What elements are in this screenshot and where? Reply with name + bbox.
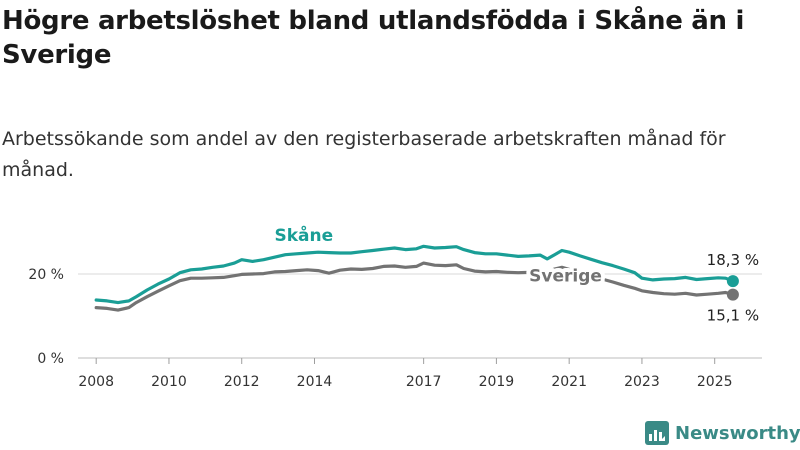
series-name-label: Skåne	[274, 224, 333, 246]
series-end-label: 15,1 %	[707, 307, 759, 325]
series-end-marker	[726, 288, 739, 301]
x-tick-label: 2012	[224, 374, 260, 390]
chart-subtitle: Arbetssökande som andel av den registerb…	[2, 128, 726, 181]
label-anchor	[270, 225, 271, 226]
series-name-label: Sverige	[529, 266, 602, 286]
series-label-halo: Sverige	[529, 266, 602, 286]
x-tick-label: 2025	[697, 374, 733, 390]
x-tick-label: 2017	[406, 374, 442, 390]
x-tick-label: 2010	[151, 374, 187, 390]
brand-logo: Newsworthy	[645, 420, 800, 446]
newsworthy-logo-icon	[645, 421, 669, 445]
chart-title: Högre arbetslöshet bland utlandsfödda i …	[2, 6, 745, 70]
y-tick-label: 0 %	[37, 351, 64, 367]
grid-layer	[78, 273, 762, 359]
x-axis: 0 % 20 % 2008 2010 2012 2014 2017 2019 2021 2023 2…	[28, 267, 732, 390]
brand-name: Newsworthy	[675, 422, 800, 444]
label-anchor	[525, 265, 526, 266]
series-layer	[94, 244, 739, 312]
x-tick-label: 2014	[297, 374, 333, 390]
x-tick-label: 2008	[78, 374, 114, 390]
x-tick-label: 2019	[479, 374, 515, 390]
y-tick-label: 20 %	[28, 267, 64, 283]
series-end-label: 18,3 %	[707, 251, 759, 269]
x-tick-label: 2021	[551, 374, 587, 390]
series-line-skane	[94, 244, 735, 305]
series-line-sverige	[94, 261, 735, 312]
series-end-marker	[726, 275, 739, 288]
x-tick-label: 2023	[624, 374, 660, 390]
